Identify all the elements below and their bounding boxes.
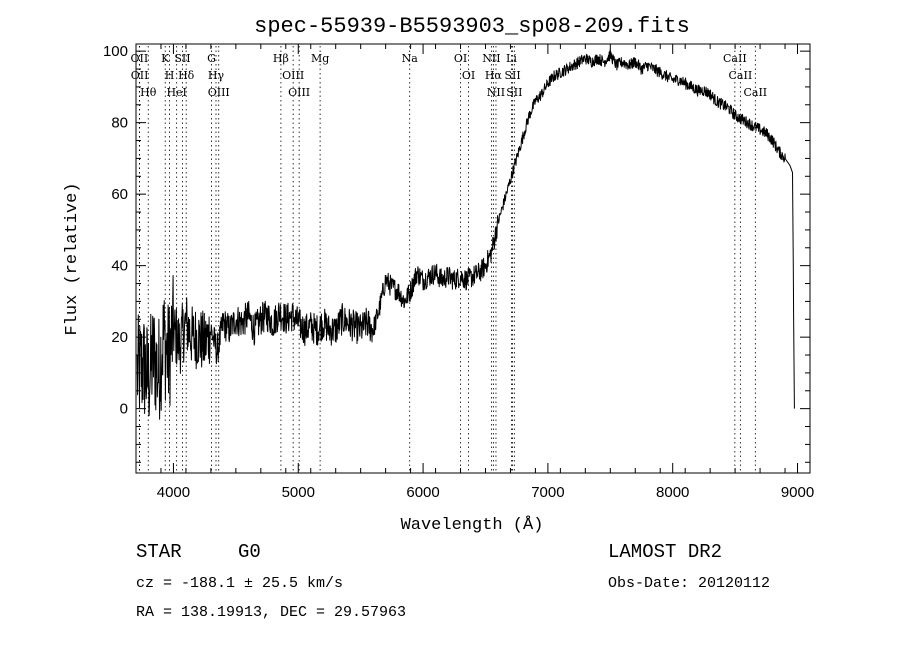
- observation-date: Obs-Date: 20120112: [608, 575, 771, 592]
- survey-name: LAMOST DR2: [608, 541, 723, 563]
- spectral-line-label: OIII: [208, 86, 230, 99]
- spectral-line-label: CaII: [723, 52, 747, 65]
- spectral-line-label: Hβ: [273, 52, 289, 65]
- spectral-line-label: OI: [462, 69, 475, 82]
- spectral-line-label: CaII: [729, 69, 753, 82]
- spectral-line-label: SII: [506, 86, 522, 99]
- y-axis: 0 20 40 60 80 100: [103, 43, 810, 463]
- spectral-line-label: OI: [454, 52, 467, 65]
- spectral-line-label: Hδ: [178, 69, 195, 82]
- spectral-line-label: SII: [504, 69, 520, 82]
- x-tick-label: 9000: [781, 484, 814, 501]
- spectral-line-label: OII: [131, 69, 149, 82]
- y-tick-label: 20: [111, 329, 128, 346]
- spectral-line-label: Na: [402, 52, 419, 65]
- y-axis-label: Flux (relative): [63, 182, 82, 335]
- object-subclass: G0: [238, 541, 261, 563]
- plot-frame: [135, 43, 811, 474]
- x-tick-label: 6000: [406, 484, 439, 501]
- spectral-line-label: NII: [487, 86, 505, 99]
- spectral-line-label: Hα: [485, 69, 503, 82]
- spectral-line-label: NII: [482, 52, 500, 65]
- x-tick-label: 8000: [656, 484, 689, 501]
- spectral-line-label: Hθ: [140, 86, 157, 99]
- spectral-line-label: OIII: [282, 69, 304, 82]
- spectral-line-label: CaII: [743, 86, 767, 99]
- x-tick-label: 4000: [157, 484, 190, 501]
- x-tick-label: 5000: [282, 484, 315, 501]
- y-tick-label: 60: [111, 186, 128, 203]
- spectral-line-label: Li: [506, 52, 517, 65]
- spectral-line-label: OIII: [288, 86, 310, 99]
- spectral-line-label: G: [207, 52, 216, 65]
- spectral-line-label: Hγ: [208, 69, 225, 82]
- spectral-line-label: H: [165, 69, 175, 82]
- spectrum-line: [136, 48, 795, 420]
- spectral-line-label: HeI: [166, 86, 186, 99]
- line-labels: OII OII Hθ KH HeI SII Hδ G Hγ OIII Hβ OIII OIII Mg Na O…: [131, 52, 768, 99]
- y-tick-label: 40: [111, 258, 128, 275]
- object-class: STAR: [136, 541, 182, 563]
- y-tick-label: 0: [120, 401, 128, 418]
- line-markers: [138, 46, 756, 473]
- sky-coordinates: RA = 138.19913, DEC = 29.57963: [136, 604, 407, 621]
- spectrum-series: [136, 48, 795, 420]
- spectral-line-label: OII: [131, 52, 149, 65]
- spectral-line-label: K: [161, 52, 170, 65]
- chart-title: spec-55939-B5593903_sp08-209.fits: [254, 14, 690, 39]
- x-axis: 4000 5000 6000 7000 8000 9000: [135, 44, 814, 501]
- x-axis-label: Wavelength (Å): [401, 516, 544, 535]
- spectral-line-label: SII: [174, 52, 190, 65]
- redshift-value: cz = -188.1 ± 25.5 km/s: [136, 575, 344, 592]
- y-tick-label: 100: [103, 43, 128, 60]
- y-tick-label: 80: [111, 115, 128, 132]
- spectral-line-label: Mg: [311, 52, 329, 65]
- x-tick-label: 7000: [531, 484, 564, 501]
